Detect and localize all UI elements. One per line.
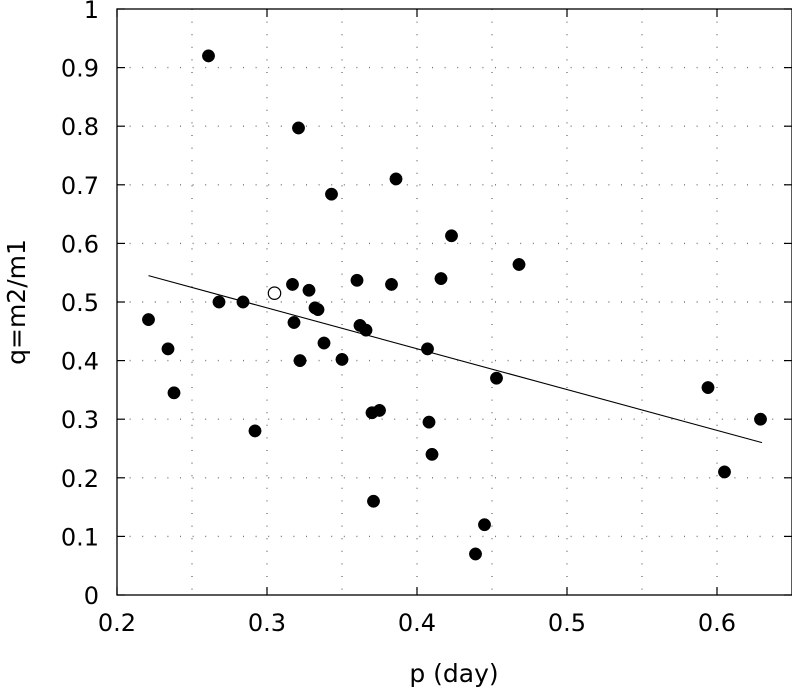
data-point <box>478 518 491 532</box>
data-point <box>350 273 364 287</box>
trend-line <box>148 275 763 444</box>
y-tick-labels: 0 0.1 0.2 0.3 0.4 0.5 0.6 0.7 0.8 0.9 1 <box>61 0 99 610</box>
x-tick-label: 0.2 <box>98 609 136 637</box>
data-point <box>421 342 434 356</box>
data-point <box>317 336 331 350</box>
trend-line-group <box>148 275 763 444</box>
data-point <box>434 272 448 286</box>
data-point <box>359 323 373 337</box>
y-tick-label: 0.5 <box>61 289 99 317</box>
data-point <box>287 316 301 329</box>
x-tick-label: 0.3 <box>248 609 286 637</box>
y-tick-label: 0.7 <box>61 172 99 200</box>
data-point <box>302 283 316 297</box>
data-point <box>325 187 338 201</box>
data-point <box>512 258 526 271</box>
y-tick-label: 0.8 <box>61 113 99 141</box>
y-tick-label: 0.6 <box>61 230 99 258</box>
y-tick-label: 1 <box>84 0 99 24</box>
data-point <box>445 229 458 243</box>
data-point <box>202 49 215 63</box>
y-tick-label: 0.1 <box>61 523 99 551</box>
y-axis-label: q=m2/m1 <box>2 239 31 365</box>
x-tick-label: 0.5 <box>548 609 586 637</box>
data-point <box>754 412 767 426</box>
plot-frame <box>116 8 792 596</box>
data-point <box>389 172 403 186</box>
data-point <box>286 277 299 291</box>
data-point <box>385 277 398 291</box>
x-tick-labels: 0.2 0.3 0.4 0.5 0.6 <box>98 609 736 637</box>
data-point <box>373 403 386 417</box>
x-tick-label: 0.4 <box>398 609 436 637</box>
y-tick-label: 0.2 <box>61 465 99 493</box>
data-point <box>292 121 305 135</box>
data-point <box>161 342 175 356</box>
data-point-open <box>267 286 282 301</box>
data-point <box>311 303 325 317</box>
x-axis-label: p (day) <box>409 659 498 688</box>
data-point <box>490 371 503 385</box>
data-point <box>236 295 250 309</box>
y-tick-label: 0.9 <box>61 55 99 83</box>
data-point <box>718 465 731 479</box>
y-tick-label: 0.3 <box>61 406 99 434</box>
x-tick-label: 0.6 <box>698 609 736 637</box>
data-point <box>701 381 715 395</box>
data-point <box>142 313 155 327</box>
y-tick-label: 0 <box>84 582 99 610</box>
data-point <box>425 447 439 461</box>
data-point <box>212 295 226 309</box>
data-point <box>422 415 436 429</box>
y-tick-label: 0.4 <box>61 348 99 376</box>
data-point <box>469 547 482 561</box>
data-points <box>142 49 767 561</box>
data-point <box>367 494 380 508</box>
data-point <box>335 352 349 366</box>
data-point <box>248 424 262 438</box>
data-point <box>293 354 307 368</box>
data-point <box>167 386 181 400</box>
